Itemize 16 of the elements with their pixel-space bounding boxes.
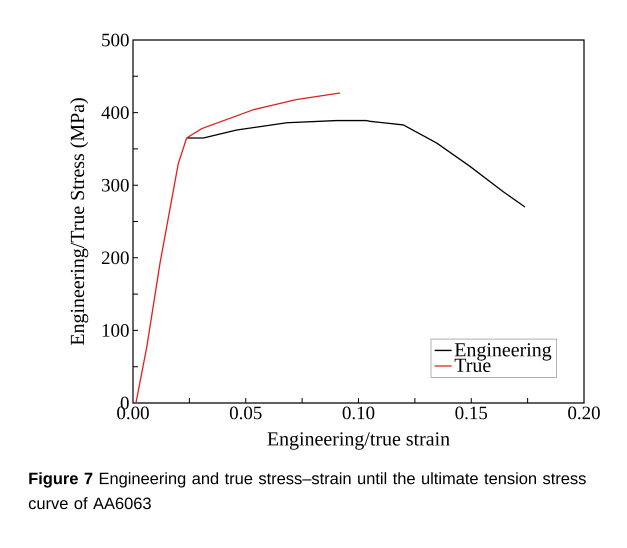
legend-label: Engineering [454,343,552,361]
y-tick-label: 400 [101,106,129,119]
x-tick-label: 0.05 [230,406,262,420]
y-tick-label: 200 [102,251,129,264]
y-tick-label: 500 [102,34,129,46]
y-tick-label: 300 [102,178,129,192]
legend-label: True [454,358,491,372]
x-tick-label: 0.15 [455,406,488,420]
x-tick-label: 0.10 [342,406,374,420]
y-axis-title: Engineering/True Stress (MPa) [70,98,88,346]
text: Figure 7 Engineering and true stress–strain until the ultimate tension stress curve of AA6063 [28,472,586,510]
x-tick-label: 0.20 [568,406,600,420]
line-series [186,120,526,208]
y-tick-label: 100 [102,324,129,337]
x-axis-title: Engineering/true strain [268,432,450,450]
line-series [135,92,341,404]
